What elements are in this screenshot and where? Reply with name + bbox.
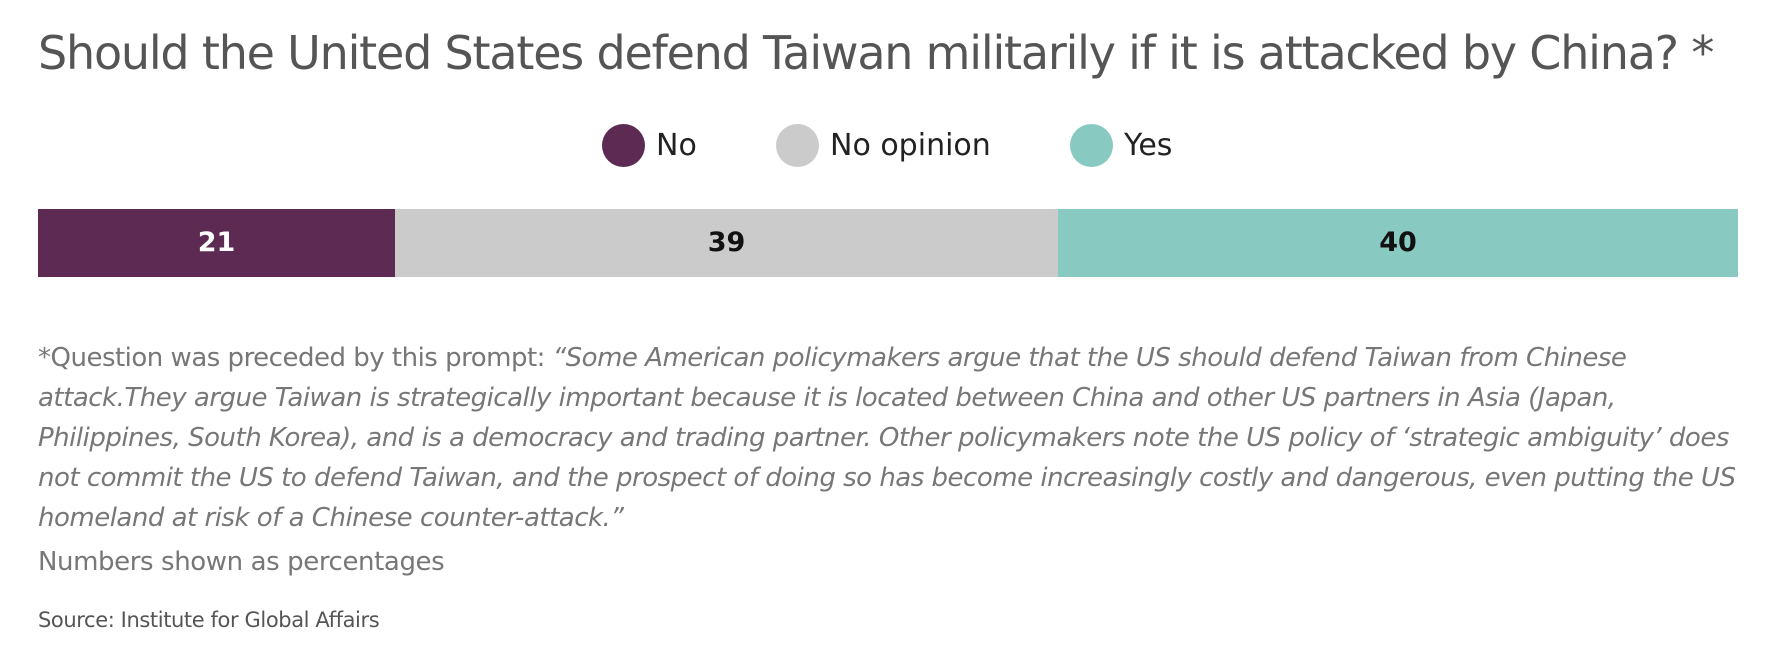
legend-label-no: No [656, 127, 697, 163]
bar-value-label-no-opinion: 39 [707, 227, 746, 258]
chart-title: Should the United States defend Taiwan m… [38, 26, 1714, 80]
legend-label-no-opinion: No opinion [830, 127, 991, 163]
footnote-quote: “Some American policymakers argue that t… [38, 343, 1736, 533]
legend-item-no-opinion: No opinion [776, 123, 991, 167]
legend-label-yes: Yes [1124, 127, 1173, 163]
legend-swatch-no [602, 123, 645, 167]
bar-value-label-no: 21 [197, 227, 236, 258]
source-note: Source: Institute for Global Affairs [38, 608, 380, 632]
bar-segment-no-opinion [395, 209, 1058, 277]
legend-item-no: No [602, 123, 697, 167]
footnote-lead: *Question was preceded by this prompt: [38, 343, 553, 373]
bar-value-label-yes: 40 [1379, 227, 1417, 258]
legend-swatch-yes [1070, 123, 1113, 167]
units-note: Numbers shown as percentages [38, 547, 445, 577]
footnote: *Question was preceded by this prompt: “… [38, 338, 1748, 538]
stacked-bar: 21 39 40 [38, 209, 1738, 277]
bar-segment-yes [1058, 209, 1738, 277]
legend-swatch-no-opinion [776, 123, 819, 167]
chart-legend: No No opinion Yes [0, 120, 1775, 170]
bar-segment-no [38, 209, 395, 277]
legend-item-yes: Yes [1070, 123, 1172, 167]
